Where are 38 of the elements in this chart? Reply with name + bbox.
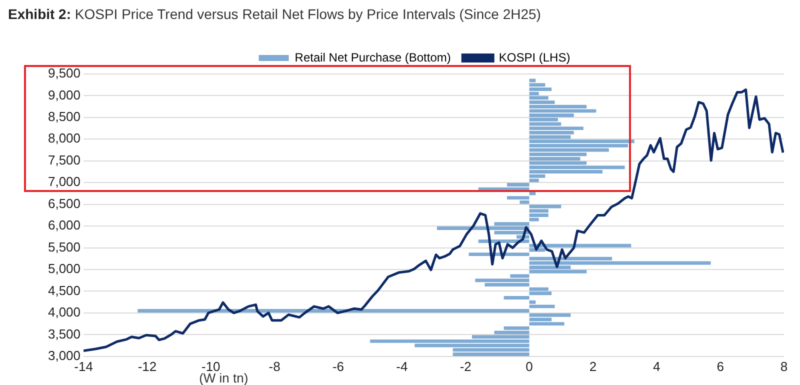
x-tick-label: 8 [780, 358, 788, 374]
y-tick-label: 7,000 [48, 174, 81, 190]
bar [529, 304, 555, 308]
y-tick-label: 6,500 [48, 196, 81, 211]
bar [452, 352, 530, 356]
legend-label: KOSPI (LHS) [498, 50, 570, 64]
legend-label: Retail Net Purchase (Bottom) [294, 50, 451, 64]
y-tick-label: 5,000 [48, 261, 81, 276]
bar [529, 166, 625, 170]
bar [506, 196, 530, 200]
y-tick-label: 9,500 [48, 66, 81, 81]
y-tick-label: 3,500 [48, 326, 81, 342]
y-tick-label: 4,500 [48, 282, 81, 298]
y-tick-label: 5,500 [48, 239, 81, 254]
bar [529, 270, 587, 274]
x-tick-label: -6 [332, 358, 344, 374]
bar [529, 140, 634, 144]
bar [475, 278, 530, 282]
x-tick-label: -8 [268, 358, 280, 374]
y-tick-label: 9,000 [48, 87, 81, 102]
chart-title: Exhibit 2: KOSPI Price Trend versus Retail Net Flows by Price Intervals (Since 2H25) [8, 6, 541, 22]
y-tick-label: 8,000 [48, 130, 81, 146]
x-tick-label: 4 [653, 358, 660, 374]
bar [529, 292, 552, 296]
y-tick-label: 6,000 [48, 218, 81, 233]
y-tick-label: 8,500 [48, 109, 81, 124]
x-tick-label: -2 [460, 358, 472, 374]
y-tick-label: 7,500 [48, 152, 81, 168]
bar [504, 296, 530, 300]
bar [529, 287, 548, 291]
bar [529, 109, 596, 113]
x-tick-label: 2 [589, 358, 597, 374]
x-tick-label: -4 [396, 358, 408, 374]
x-tick-label: 0 [526, 358, 533, 374]
y-tick-label: 4,000 [48, 304, 81, 320]
x-tick-label: 6 [716, 358, 724, 374]
x-tick-label: -12 [138, 358, 157, 374]
bar [529, 313, 571, 317]
